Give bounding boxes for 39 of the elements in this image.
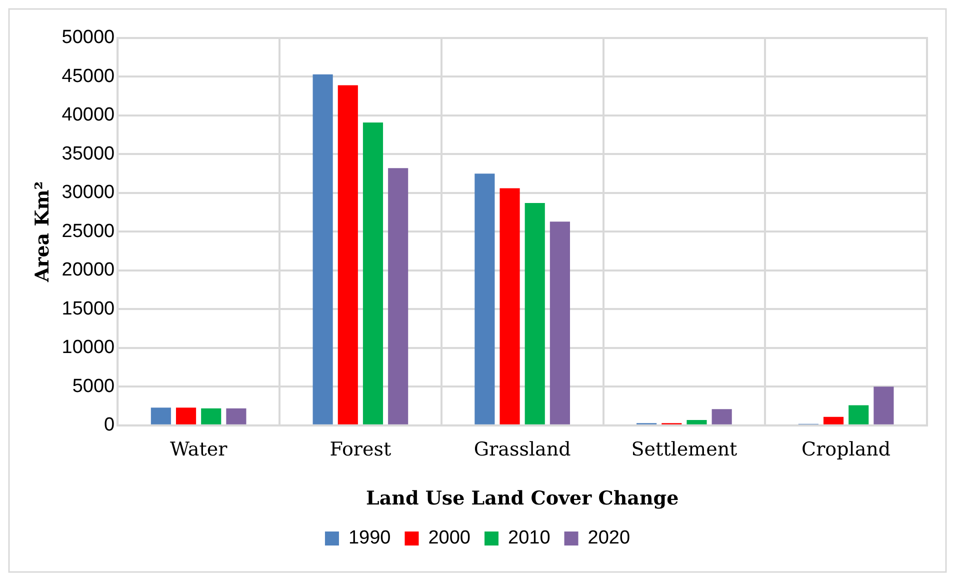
x-tick-label: Water [170,438,228,461]
x-tick-label: Forest [330,438,392,461]
y-tick-label: 45000 [62,66,115,87]
x-axis-title: Land Use Land Cover Change [366,488,679,510]
bar [388,168,408,424]
y-tick-label: 50000 [62,27,115,48]
legend-label: 1990 [348,528,391,549]
legend-label: 2010 [508,528,550,549]
y-tick-label: 25000 [62,220,115,242]
bar [848,405,869,424]
bar [176,408,196,424]
y-tick-label: 0 [104,414,115,436]
bar [201,408,222,424]
y-tick-label: 10000 [62,337,115,358]
y-tick-label: 20000 [62,260,115,281]
bar [362,122,384,424]
x-tick-label: Settlement [631,438,738,461]
bar [500,188,520,424]
bar [338,85,358,424]
y-axis-title: Area Km² [31,181,54,284]
bar [474,174,495,424]
y-tick-label: 30000 [62,182,115,204]
y-tick-label: 15000 [62,298,115,320]
bar [874,386,894,424]
y-tick-label: 5000 [72,376,115,397]
bar [550,222,570,424]
bar [312,74,333,424]
y-tick-label: 35000 [62,143,115,164]
bar [150,408,171,424]
x-tick-label: Cropland [802,438,891,461]
bar [712,409,732,424]
bar [524,203,545,424]
bar [226,408,246,424]
bar [686,420,707,424]
bar [823,416,844,424]
y-tick-label: 40000 [62,104,115,126]
legend-label: 2020 [588,528,630,549]
legend-label: 2000 [428,528,471,549]
x-tick-label: Grassland [474,438,571,461]
